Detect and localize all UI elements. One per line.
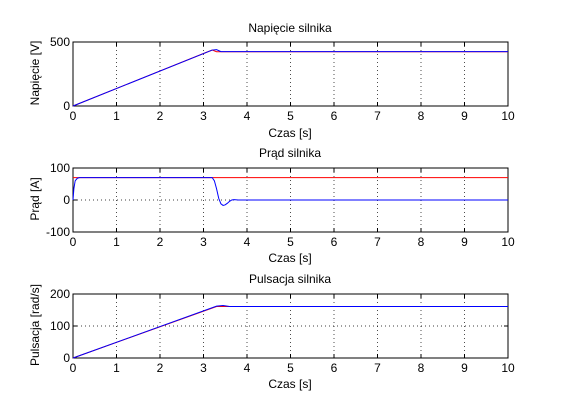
ytick-label-current: -100 [46, 225, 70, 239]
xtick-label-current: 1 [113, 235, 120, 249]
series-line-current-1 [72, 177, 508, 206]
xtick-label-pulsation: 4 [244, 361, 251, 375]
title-voltage: Napięcie silnika [248, 21, 332, 35]
xtick-label-current: 5 [287, 235, 294, 249]
xlabel-voltage: Czas [s] [268, 126, 311, 140]
xtick-label-voltage: 5 [287, 109, 294, 123]
xtick-label-current: 6 [331, 235, 338, 249]
xtick-label-pulsation: 0 [70, 361, 77, 375]
ylabel-pulsation: Pulsacja [rad/s] [28, 284, 42, 366]
xtick-label-current: 9 [461, 235, 468, 249]
ylabel-current: Prąd [A] [28, 177, 42, 220]
ytick-label-current: 100 [50, 161, 70, 175]
subplot-voltage: Napięcie silnika Czas [s] Napięcie [V] 0… [28, 21, 515, 140]
ytick-label-current: 0 [63, 193, 70, 207]
xtick-label-current: 10 [501, 235, 515, 249]
xtick-label-current: 2 [157, 235, 164, 249]
xtick-label-voltage: 8 [418, 109, 425, 123]
ytick-label-pulsation: 200 [50, 287, 70, 301]
xtick-label-voltage: 2 [157, 109, 164, 123]
xtick-label-pulsation: 7 [374, 361, 381, 375]
xtick-label-voltage: 9 [461, 109, 468, 123]
xtick-label-pulsation: 5 [287, 361, 294, 375]
title-current: Prąd silnika [259, 146, 321, 160]
xtick-label-current: 3 [200, 235, 207, 249]
ytick-label-voltage: 0 [63, 99, 70, 113]
xtick-label-voltage: 3 [200, 109, 207, 123]
title-pulsation: Pulsacja silnika [249, 272, 331, 286]
series-line-voltage-1 [72, 49, 508, 107]
ylabel-voltage: Napięcie [V] [28, 41, 42, 106]
xtick-label-voltage: 4 [244, 109, 251, 123]
xtick-label-voltage: 10 [501, 109, 515, 123]
xtick-label-pulsation: 8 [418, 361, 425, 375]
ytick-label-pulsation: 0 [63, 351, 70, 365]
xtick-label-pulsation: 10 [501, 361, 515, 375]
xtick-label-pulsation: 1 [113, 361, 120, 375]
xlabel-pulsation: Czas [s] [268, 377, 311, 391]
xtick-label-current: 7 [374, 235, 381, 249]
xtick-label-voltage: 1 [113, 109, 120, 123]
xtick-label-voltage: 6 [331, 109, 338, 123]
xtick-label-pulsation: 3 [200, 361, 207, 375]
series-line-pulsation-1 [72, 305, 508, 359]
xtick-label-pulsation: 9 [461, 361, 468, 375]
xtick-label-pulsation: 6 [331, 361, 338, 375]
xtick-label-voltage: 0 [70, 109, 77, 123]
ytick-label-pulsation: 100 [50, 319, 70, 333]
ytick-label-voltage: 500 [50, 35, 70, 49]
xtick-label-voltage: 7 [374, 109, 381, 123]
xtick-label-current: 4 [244, 235, 251, 249]
xtick-label-pulsation: 2 [157, 361, 164, 375]
xlabel-current: Czas [s] [268, 251, 311, 265]
xtick-label-current: 0 [70, 235, 77, 249]
subplot-current: Prąd silnika Czas [s] Prąd [A] 0 1 2 3 4 5 6 7 8… [28, 146, 515, 265]
xtick-label-current: 8 [418, 235, 425, 249]
subplot-pulsation: Pulsacja silnika Czas [s] Pulsacja [rad/… [28, 272, 515, 391]
